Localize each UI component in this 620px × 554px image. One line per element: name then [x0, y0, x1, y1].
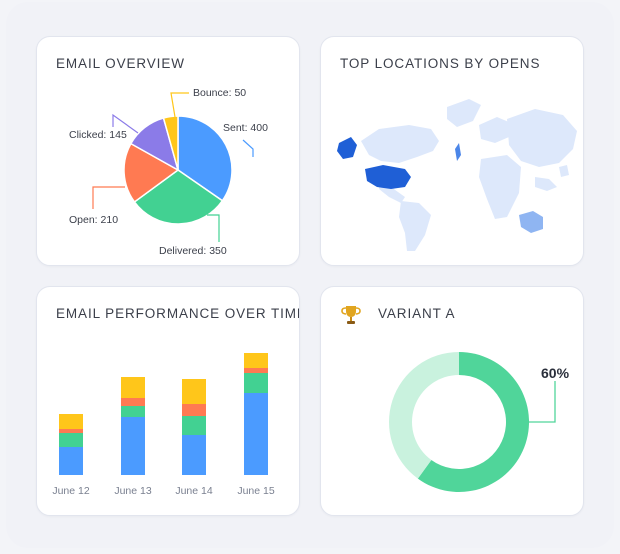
bar-segment-1-1	[59, 447, 83, 475]
bar-segment-2-2	[121, 406, 145, 417]
alaska-region	[337, 137, 357, 159]
email-performance-card: EMAIL PERFORMANCE OVER TIME June 12 June …	[36, 286, 300, 516]
bar-segment-2-4	[244, 373, 268, 393]
donut-leader-line	[528, 381, 556, 423]
bar-segment-4-3	[182, 379, 206, 404]
east-coast-region	[455, 143, 461, 161]
bar-segment-3-3	[182, 404, 206, 416]
bar-segment-3-1	[59, 429, 83, 433]
pie-label-sent: Sent: 400	[223, 122, 268, 134]
variant-a-card: VARIANT A 60%	[320, 286, 584, 516]
pie-label-clicked: Clicked: 145	[69, 129, 127, 141]
bar-segment-1-3	[182, 435, 206, 475]
world-map	[337, 99, 577, 251]
variant-a-title: VARIANT A	[378, 306, 456, 321]
australia-region	[519, 211, 543, 233]
pie-leader-bounce	[170, 92, 189, 118]
pie-label-delivered: Delivered: 350	[159, 245, 227, 257]
bar-segment-3-2	[121, 398, 145, 406]
email-overview-pie-chart: Sent: 400 Delivered: 350 Open: 210 Clicked:…	[69, 87, 268, 257]
pie-slice-bounce	[162, 115, 179, 171]
email-overview-title: EMAIL OVERVIEW	[56, 56, 185, 71]
pie-leader-delivered	[207, 214, 220, 242]
bar-segment-4-2	[121, 377, 145, 398]
bar-segment-2-1	[59, 433, 83, 447]
bar-segment-1-2	[121, 417, 145, 475]
world-map-land	[361, 99, 577, 251]
bar-segment-2-3	[182, 416, 206, 435]
bar-segment-3-4	[244, 368, 268, 373]
x-tick-label: June 12	[52, 485, 90, 497]
pie-label-bounce: Bounce: 50	[193, 87, 246, 99]
bar-segment-4-1	[59, 414, 83, 429]
top-locations-title: TOP LOCATIONS BY OPENS	[340, 56, 541, 71]
pie-leader-clicked	[112, 113, 139, 134]
variant-a-percent-label: 60%	[541, 365, 570, 381]
x-tick-label: June 13	[114, 485, 152, 497]
donut-segment-remainder	[389, 352, 459, 479]
x-tick-label: June 14	[175, 485, 213, 497]
email-overview-card: EMAIL OVERVIEW Sent: 400 Delivered: 350 Op…	[36, 36, 300, 266]
pie-leader-sent	[242, 139, 254, 157]
top-locations-card: TOP LOCATIONS BY OPENS	[320, 36, 584, 266]
variant-a-donut-chart: 60%	[389, 352, 570, 492]
email-performance-bar-chart: June 12 June 13 June 14 June 15	[52, 353, 275, 497]
x-tick-label: June 15	[237, 485, 275, 497]
pie-slice-delivered	[133, 169, 224, 225]
donut-segment-variant-a	[417, 352, 530, 492]
pie-slice-open	[123, 142, 180, 203]
usa-region	[365, 165, 411, 189]
email-performance-title: EMAIL PERFORMANCE OVER TIME	[56, 306, 300, 321]
bar-segment-1-4	[244, 393, 268, 475]
trophy-icon	[341, 306, 361, 324]
pie-leader-open	[92, 186, 125, 209]
pie-slice-sent	[177, 115, 233, 202]
pie-label-open: Open: 210	[69, 214, 118, 226]
bar-segment-4-4	[244, 353, 268, 368]
